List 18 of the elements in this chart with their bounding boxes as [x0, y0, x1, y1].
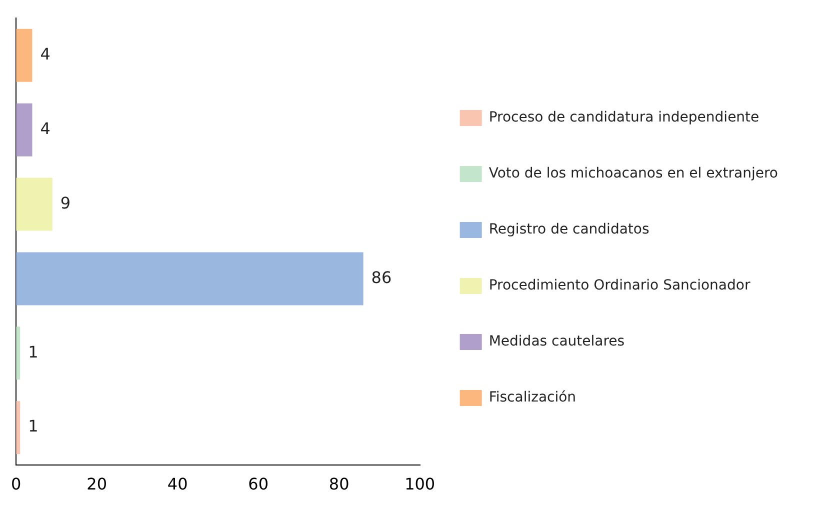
legend-label: Medidas cautelares: [488, 334, 625, 350]
legend-label: Registro de candidatos: [488, 222, 650, 238]
x-tick-label: 0: [10, 474, 22, 494]
legend-label: Fiscalización: [488, 390, 576, 406]
data-label: 86: [371, 268, 392, 287]
data-label: 9: [60, 193, 71, 212]
legend-label: Proceso de candidatura independiente: [488, 110, 760, 126]
data-label: 4: [40, 44, 50, 64]
x-tick-label: 60: [248, 474, 269, 494]
data-label: 4: [40, 119, 50, 138]
legend-label: Voto de los michoacanos en el extranjero: [488, 166, 778, 182]
data-label: 1: [28, 416, 38, 436]
legend-label: Procedimiento Ordinario Sancionador: [488, 278, 750, 294]
data-label: 1: [28, 342, 38, 362]
x-tick-label: 20: [86, 474, 108, 494]
x-tick-label: 100: [404, 474, 436, 494]
x-tick-label: 80: [328, 474, 350, 494]
x-tick-label: 40: [167, 474, 188, 494]
